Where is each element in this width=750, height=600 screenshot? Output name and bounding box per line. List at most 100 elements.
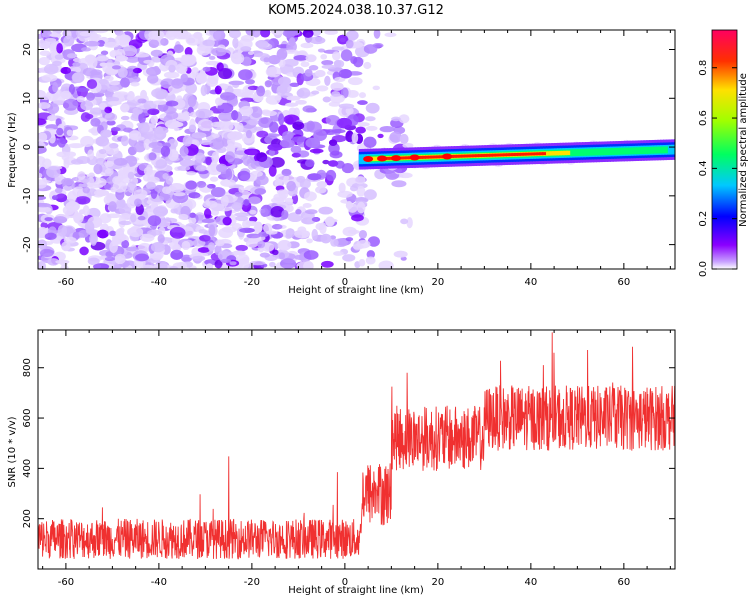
spectrogram-noise-blob xyxy=(257,240,266,249)
spectrogram-noise-blob xyxy=(152,100,168,105)
signal-band-green xyxy=(635,147,640,155)
snr-x-axis: -60 -40 -20 0 20 40 60 xyxy=(42,330,671,588)
signal-band-red xyxy=(475,154,480,158)
spectrogram-noise-blob xyxy=(86,79,98,89)
spectrogram-noise-blob xyxy=(76,95,85,103)
x-tick-label: 40 xyxy=(524,577,537,588)
spectrogram-noise-blob xyxy=(346,30,359,41)
spectrogram-noise-blob xyxy=(173,192,186,197)
spectrogram-noise-blob xyxy=(169,226,186,239)
spectrogram-noise-blob xyxy=(55,193,68,203)
signal-band-green xyxy=(621,147,626,155)
spectrogram-noise-blob xyxy=(261,110,278,117)
spectrogram-noise-blob xyxy=(391,180,407,188)
signal-band-green xyxy=(647,146,652,154)
spectrogram-noise-blob xyxy=(106,176,115,185)
spectrogram-noise-blob xyxy=(60,264,69,269)
spectrogram-noise-blob xyxy=(150,115,159,125)
snr-frame xyxy=(37,329,676,570)
spectrogram-noise-blob xyxy=(134,198,142,207)
spectrogram-noise-blob xyxy=(84,54,97,64)
spectrogram-noise-blob xyxy=(309,36,326,45)
spectrogram-noise-blob xyxy=(207,183,216,189)
spectrogram-noise-blob xyxy=(256,130,269,138)
spectrogram-noise-blob xyxy=(202,39,216,47)
spectrogram-noise-blob xyxy=(198,229,208,234)
signal-band-green xyxy=(608,148,613,155)
spectrogram-noise-blob xyxy=(38,195,47,201)
signal-band-red xyxy=(494,153,499,157)
spectrogram-noise-blob xyxy=(147,215,162,227)
signal-band-green xyxy=(633,147,638,155)
spectrogram-noise-blob xyxy=(95,157,107,165)
snr-y-axis: 200 400 600 800 xyxy=(22,358,675,528)
y-tick-label: 0 xyxy=(22,144,33,150)
spectrogram-noise-blob xyxy=(357,122,370,127)
spectrogram-frame xyxy=(37,29,676,270)
spectrogram-noise-blob xyxy=(91,92,105,97)
spectrogram-noise-blob xyxy=(324,30,338,35)
spectrogram-noise-blob xyxy=(321,260,334,268)
signal-hotspot xyxy=(409,154,420,161)
spectrogram-noise-blob xyxy=(269,157,285,168)
spectrogram-noise-blob xyxy=(271,224,283,230)
spectrogram-noise-blob xyxy=(365,116,376,122)
spectrogram-noise-blob xyxy=(288,107,297,116)
spectrogram-noise-blob xyxy=(320,54,328,60)
spectrogram-noise-blob xyxy=(137,215,146,221)
spectrogram-noise-blob xyxy=(280,258,297,269)
spectrogram-noise-blob xyxy=(231,202,243,210)
spectrogram-noise-blob xyxy=(47,114,57,122)
spectrogram-noise-blob xyxy=(93,189,110,197)
spectrogram-noise-blob xyxy=(150,49,163,57)
spectrogram-noise-blob xyxy=(127,171,135,180)
spectrogram-noise-blob xyxy=(189,212,196,219)
spectrogram-noise-blob xyxy=(296,89,305,98)
signal-band-cyan xyxy=(668,144,673,155)
spectrogram-noise-blob xyxy=(215,239,225,247)
spectrogram-noise-blob xyxy=(338,182,346,194)
spectrogram-noise-blob xyxy=(67,190,77,203)
spectrogram-noise-blob xyxy=(87,257,100,266)
signal-band-red xyxy=(539,152,544,156)
spectrogram-noise-blob xyxy=(305,137,321,149)
spectrogram-noise-blob xyxy=(145,181,156,190)
signal-band-green xyxy=(588,148,593,156)
spectrogram-noise-blob xyxy=(140,89,147,100)
spectrogram-noise-blob xyxy=(98,149,107,155)
spectrogram-noise-blob xyxy=(358,258,366,267)
colorbar-tick-label: 0.6 xyxy=(698,110,709,126)
signal-band-red xyxy=(491,153,496,157)
x-tick-label: 20 xyxy=(432,577,445,588)
spectrogram-noise-blob xyxy=(228,80,245,86)
snr-series-line xyxy=(38,332,675,560)
spectrogram-noise-blob xyxy=(364,189,377,200)
spectrogram-noise-blob xyxy=(363,61,372,70)
y-tick-label: 10 xyxy=(22,92,33,105)
spectrogram-noise-blob xyxy=(234,212,250,217)
spectrogram-noise-blob xyxy=(316,85,329,92)
spectrogram-noise-blob xyxy=(245,30,255,36)
spectrogram-noise-blob xyxy=(100,50,109,56)
spectrogram-noise-blob xyxy=(347,77,363,86)
spectrogram-noise-blob xyxy=(73,212,84,224)
spectrogram-noise-blob xyxy=(87,149,95,160)
signal-band-green xyxy=(644,147,649,154)
spectrogram-noise-blob xyxy=(120,115,130,121)
x-tick-label: -60 xyxy=(58,277,74,288)
spectrogram-noise-blob xyxy=(38,206,52,213)
spectrogram-noise-blob xyxy=(211,47,227,57)
spectrogram-noise-blob xyxy=(106,120,116,126)
spectrogram-noise-blob xyxy=(249,209,257,215)
spectrogram-noise-blob xyxy=(316,181,328,188)
signal-band-red xyxy=(497,153,502,157)
spectrogram-noise-blob xyxy=(311,30,322,37)
spectrogram-noise-blob xyxy=(146,164,153,174)
spectrogram-noise-blob xyxy=(178,213,189,220)
spectrogram-noise-blob xyxy=(104,112,118,122)
spectrogram-noise-blob xyxy=(322,96,331,103)
spectrogram-noise-blob xyxy=(80,112,91,123)
signal-band-yellow xyxy=(557,150,562,156)
spectrogram-noise-blob xyxy=(351,214,364,222)
spectrogram-noise-blob xyxy=(234,191,243,197)
